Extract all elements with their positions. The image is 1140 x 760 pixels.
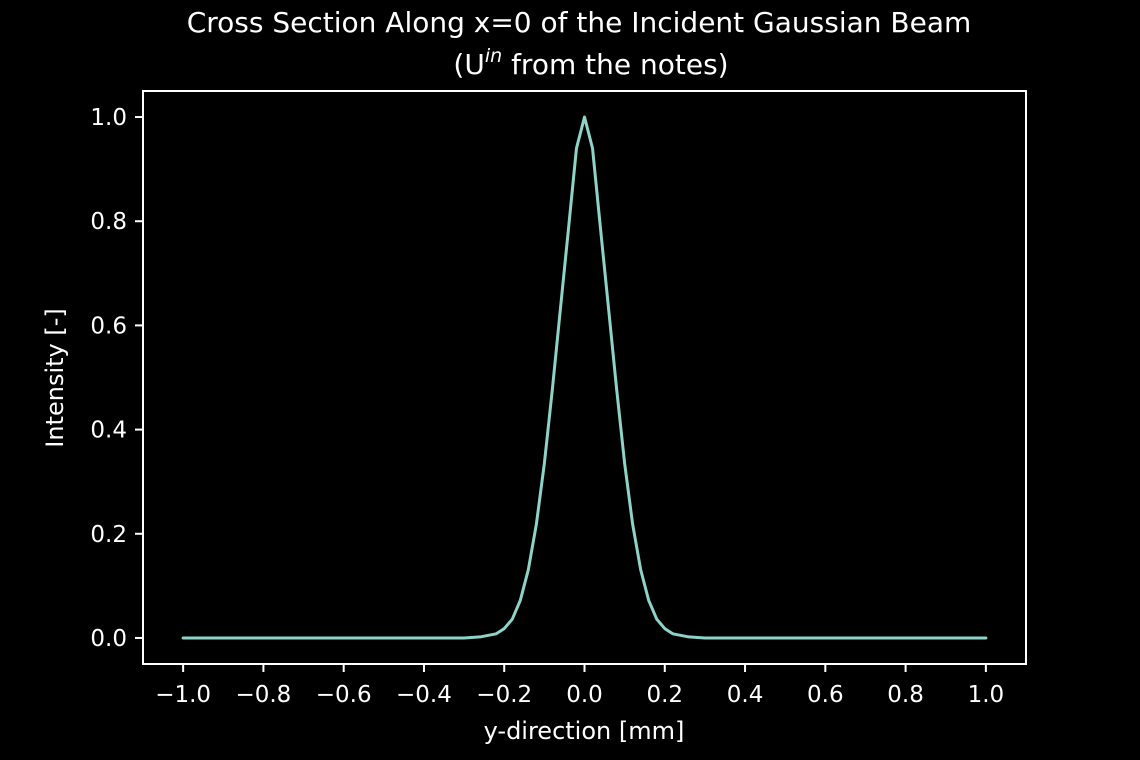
y-tick-label: 0.4 bbox=[90, 418, 127, 444]
x-axis-label: y-direction [mm] bbox=[484, 717, 685, 745]
y-tick-label: 0.0 bbox=[90, 626, 127, 652]
x-tick-label: 0.0 bbox=[566, 682, 603, 708]
y-tick-label: 0.6 bbox=[90, 313, 127, 339]
x-tick-label: −0.8 bbox=[235, 682, 291, 708]
x-tick-label: −0.4 bbox=[396, 682, 452, 708]
plot-frame bbox=[142, 90, 1027, 665]
x-tick-label: −1.0 bbox=[155, 682, 211, 708]
y-tick-label: 1.0 bbox=[90, 105, 127, 131]
chart-title-line2: (Uin from the notes) bbox=[453, 45, 728, 81]
y-tick-label: 0.8 bbox=[90, 209, 127, 235]
chart-title-superscript: in bbox=[485, 45, 502, 67]
y-axis-label: Intensity [-] bbox=[41, 308, 69, 447]
x-tick-label: −0.6 bbox=[316, 682, 372, 708]
x-tick-label: 0.6 bbox=[807, 682, 844, 708]
chart-title-prefix: (U bbox=[453, 48, 484, 81]
series-line bbox=[181, 115, 988, 640]
x-tick-label: 0.8 bbox=[887, 682, 924, 708]
x-tick-label: 0.4 bbox=[727, 682, 764, 708]
x-tick-label: 0.2 bbox=[646, 682, 683, 708]
chart-title-suffix: from the notes) bbox=[502, 48, 728, 81]
x-tick-label: 1.0 bbox=[968, 682, 1005, 708]
x-axis-ticks: −1.0 −0.8 −0.6 −0.4 −0.2 0.0 0.2 0.4 0.6 0.8 1.0 bbox=[155, 664, 1004, 708]
y-tick-label: 0.2 bbox=[90, 522, 127, 548]
y-axis-ticks: 0.0 0.2 0.4 0.6 0.8 1.0 bbox=[90, 105, 143, 652]
x-tick-label: −0.2 bbox=[476, 682, 532, 708]
chart-title-line1: Cross Section Along x=0 of the Incident … bbox=[187, 6, 972, 39]
